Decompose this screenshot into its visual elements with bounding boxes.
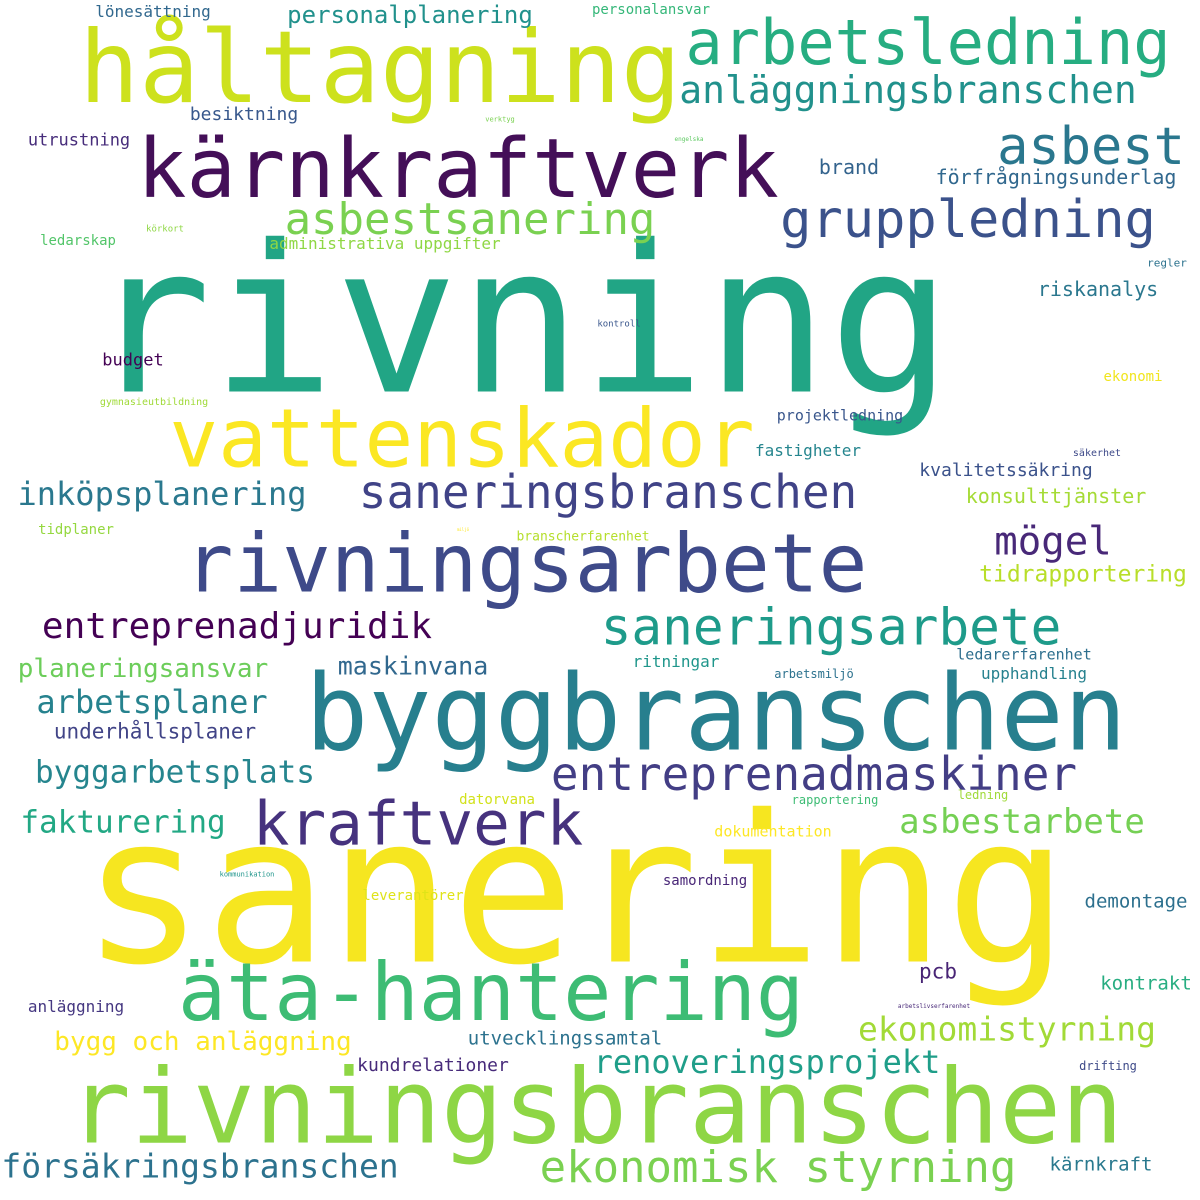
word-planeringsansvar: planeringsansvar bbox=[17, 654, 269, 684]
word-kvalitetssakring: kvalitetssäkring bbox=[919, 460, 1093, 481]
word-sanering: sanering bbox=[81, 772, 1069, 1011]
word-saneringsarbete: saneringsarbete bbox=[600, 598, 1062, 658]
word-arbetslivserfarenhet: arbetslivserfarenhet bbox=[897, 1003, 971, 1010]
word-arbetsledning: arbetsledning bbox=[685, 6, 1171, 79]
word-ata-hantering: äta-hantering bbox=[177, 946, 805, 1039]
word-haltagning: håltagning bbox=[78, 9, 682, 126]
word-dokumentation: dokumentation bbox=[714, 822, 832, 841]
word-projektledning: projektledning bbox=[776, 406, 904, 425]
word-personalansvar: personalansvar bbox=[591, 2, 711, 18]
word-renoveringsprojekt: renoveringsprojekt bbox=[593, 1043, 941, 1081]
word-utrustning: utrustning bbox=[27, 130, 131, 151]
word-demontage: demontage bbox=[1084, 890, 1188, 913]
word-riskanalys: riskanalys bbox=[1037, 277, 1159, 301]
word-underhallsplaner: underhållsplaner bbox=[53, 719, 257, 744]
word-besiktning: besiktning bbox=[189, 104, 299, 125]
word-drifting: drifting bbox=[1079, 1059, 1137, 1073]
word-upphandling: upphandling bbox=[981, 664, 1087, 683]
word-ledarskap: ledarskap bbox=[40, 233, 116, 249]
word-bygg-och-anlaggning: bygg och anläggning bbox=[54, 1027, 352, 1057]
word-asbest: asbest bbox=[997, 117, 1185, 177]
word-rapportering: rapportering bbox=[791, 793, 879, 807]
word-fastigheter: fastigheter bbox=[755, 441, 861, 460]
word-utvecklingssamtal: utvecklingssamtal bbox=[467, 1027, 663, 1050]
word-ekonomi: ekonomi bbox=[1103, 369, 1163, 385]
word-arbetsplaner: arbetsplaner bbox=[36, 683, 268, 721]
word-ritningar: ritningar bbox=[632, 652, 720, 671]
word-leverantorer: leverantörer bbox=[362, 888, 464, 904]
word-korkort: körkort bbox=[146, 224, 184, 235]
word-gruppledning: gruppledning bbox=[780, 190, 1156, 250]
word-karnkraftverk: kärnkraftverk bbox=[137, 122, 779, 217]
word-karnkraft: kärnkraft bbox=[1049, 1153, 1153, 1176]
word-mogel: mögel bbox=[994, 519, 1112, 565]
word-ekonomistyrning: ekonomistyrning bbox=[857, 1009, 1157, 1049]
word-administrativa-uppgifter: administrativa uppgifter bbox=[269, 234, 501, 253]
word-asbestarbete: asbestarbete bbox=[899, 802, 1145, 842]
word-fakturering: fakturering bbox=[20, 804, 226, 841]
word-personalplanering: personalplanering bbox=[287, 1, 533, 29]
word-ledarerfarenhet: ledarerfarenhet bbox=[956, 645, 1092, 664]
word-engelska: engelska bbox=[674, 136, 704, 143]
word-inkopsplanering: inköpsplanering bbox=[17, 475, 307, 513]
word-tidrapportering: tidrapportering bbox=[979, 561, 1187, 588]
word-tidplaner: tidplaner bbox=[38, 522, 114, 538]
word-anlaggningsbranschen: anläggningsbranschen bbox=[679, 68, 1137, 112]
word-vattenskador: vattenskador bbox=[169, 392, 755, 487]
word-konsulttjanster: konsulttjänster bbox=[965, 484, 1147, 508]
word-kundrelationer: kundrelationer bbox=[357, 1055, 509, 1076]
word-ledning: ledning bbox=[957, 788, 1009, 802]
word-pcb: pcb bbox=[919, 959, 957, 984]
word-byggarbetsplats: byggarbetsplats bbox=[35, 754, 315, 791]
word-rivning: rivning bbox=[88, 202, 952, 441]
word-maskinvana: maskinvana bbox=[337, 651, 489, 681]
word-gymnasieutbildning: gymnasieutbildning bbox=[99, 397, 209, 408]
word-branscherfarenhet: branscherfarenhet bbox=[516, 529, 650, 545]
word-ekonomisk-styrning: ekonomisk styrning bbox=[539, 1142, 1017, 1193]
word-asbestsanering: asbestsanering bbox=[284, 194, 656, 245]
word-rivningsbranschen: rivningsbranschen bbox=[68, 1047, 1124, 1168]
word-budget: budget bbox=[102, 350, 164, 371]
word-arbetsmiljo: arbetsmiljö bbox=[774, 667, 854, 681]
word-brand: brand bbox=[818, 155, 880, 179]
word-lonesattning: lönesättning bbox=[95, 2, 211, 21]
word-entreprenadmaskiner: entreprenadmaskiner bbox=[550, 747, 1078, 801]
word-anlaggning: anläggning bbox=[27, 997, 125, 1016]
word-kommunikation: kommunikation bbox=[219, 870, 275, 879]
word-samordning: samordning bbox=[662, 873, 748, 889]
word-saneringsbranschen: saneringsbranschen bbox=[358, 465, 858, 519]
word-miljo: miljö bbox=[456, 527, 470, 532]
word-rivningsarbete: rivningsarbete bbox=[184, 517, 868, 612]
word-verktyg: verktyg bbox=[485, 115, 515, 124]
word-kraftverk: kraftverk bbox=[252, 788, 584, 860]
word-kontrakt: kontrakt bbox=[1100, 972, 1192, 995]
word-byggbranschen: byggbranschen bbox=[305, 652, 1127, 775]
word-regler: regler bbox=[1147, 256, 1187, 270]
word-forsakringsbranschen: försäkringsbranschen bbox=[1, 1146, 399, 1186]
word-sakerhet: säkerhet bbox=[1072, 448, 1122, 459]
word-datorvana: datorvana bbox=[459, 792, 535, 808]
word-forfragningsunderlag: förfrågningsunderlag bbox=[935, 165, 1177, 189]
word-kontroll: kontroll bbox=[597, 319, 641, 330]
word-entreprenadjuridik: entreprenadjuridik bbox=[41, 606, 433, 647]
